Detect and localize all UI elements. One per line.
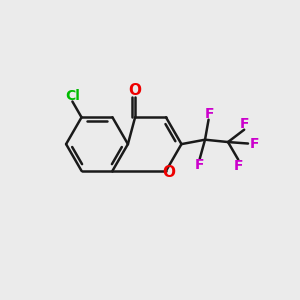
Text: Cl: Cl xyxy=(65,89,80,103)
Text: F: F xyxy=(204,107,214,121)
Text: O: O xyxy=(162,165,175,180)
Text: F: F xyxy=(234,159,244,173)
Text: F: F xyxy=(240,117,250,131)
Text: F: F xyxy=(194,158,204,172)
Text: O: O xyxy=(129,83,142,98)
Text: F: F xyxy=(250,136,259,151)
